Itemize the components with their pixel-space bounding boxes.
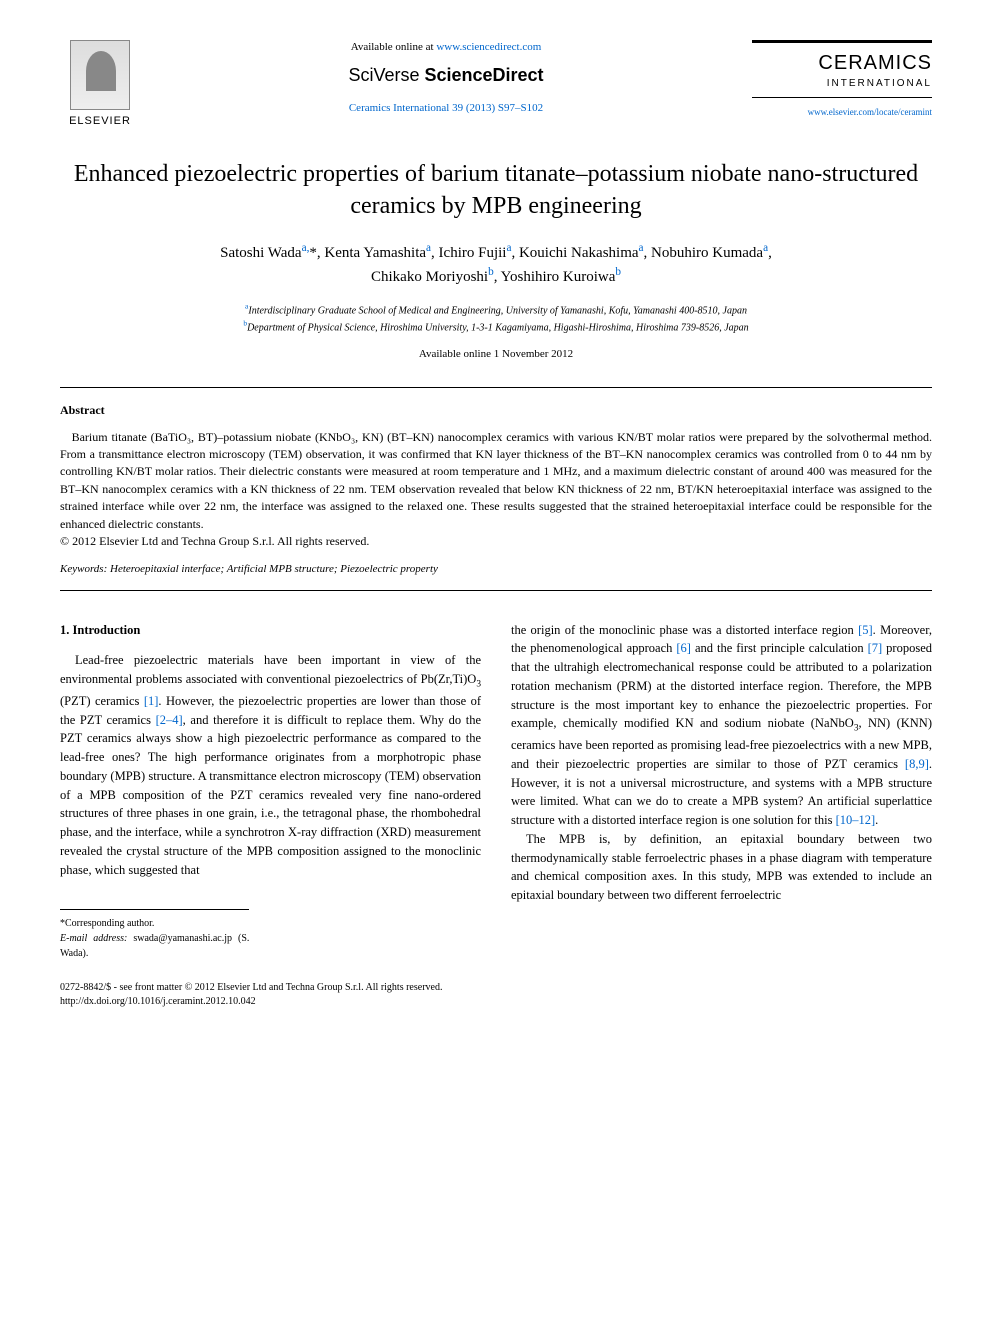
affiliation-b: Department of Physical Science, Hiroshim…: [247, 322, 749, 333]
ref-link[interactable]: [8,9]: [905, 757, 929, 771]
copyright-line: © 2012 Elsevier Ltd and Techna Group S.r…: [60, 534, 369, 548]
sciverse-brand: SciVerse ScienceDirect: [160, 63, 732, 88]
sciverse-word2: ScienceDirect: [424, 65, 543, 85]
affil-link-b[interactable]: b: [488, 269, 494, 285]
journal-ref-text: Ceramics International 39 (2013) S97–S10…: [349, 102, 543, 114]
sciverse-word1: SciVerse: [348, 65, 424, 85]
affil-link-b[interactable]: b: [615, 269, 621, 285]
journal-logo-block: CERAMICS INTERNATIONAL www.elsevier.com/…: [752, 40, 932, 119]
body-columns: 1. Introduction Lead-free piezoelectric …: [60, 621, 932, 962]
keywords-line: Keywords: Heteroepitaxial interface; Art…: [60, 562, 932, 577]
page-header: ELSEVIER Available online at www.science…: [60, 40, 932, 129]
ref-link[interactable]: [5]: [858, 623, 873, 637]
journal-name: CERAMICS: [752, 49, 932, 77]
affiliation-a: Interdisciplinary Graduate School of Med…: [248, 305, 747, 316]
affil-link-a[interactable]: a: [639, 245, 644, 261]
author-list: Satoshi Wadaa,*, Kenta Yamashitaa, Ichir…: [60, 240, 932, 289]
footnotes: *Corresponding author. E-mail address: s…: [60, 909, 249, 961]
available-prefix: Available online at: [351, 41, 437, 53]
journal-url-text: www.elsevier.com/locate/ceramint: [808, 107, 932, 117]
ref-link[interactable]: [10–12]: [836, 813, 876, 827]
journal-logo-box: CERAMICS INTERNATIONAL: [752, 40, 932, 98]
elsevier-logo: ELSEVIER: [60, 40, 140, 129]
header-center: Available online at www.sciencedirect.co…: [140, 40, 752, 116]
intro-paragraph-right-1: the origin of the monoclinic phase was a…: [511, 621, 932, 830]
ref-link[interactable]: [6]: [676, 641, 691, 655]
footer-copyright: 0272-8842/$ - see front matter © 2012 El…: [60, 981, 932, 995]
ref-link[interactable]: [2–4]: [156, 713, 183, 727]
section-1-heading: 1. Introduction: [60, 621, 481, 640]
email-label: E-mail address:: [60, 933, 127, 944]
intro-paragraph-right-2: The MPB is, by definition, an epitaxial …: [511, 830, 932, 905]
affiliations: aInterdisciplinary Graduate School of Me…: [60, 301, 932, 336]
elsevier-tree-icon: [70, 40, 130, 110]
keywords-label: Keywords:: [60, 563, 107, 575]
email-line: E-mail address: swada@yamanashi.ac.jp (S…: [60, 931, 249, 961]
elsevier-label: ELSEVIER: [60, 114, 140, 129]
footer-meta: 0272-8842/$ - see front matter © 2012 El…: [60, 981, 932, 1009]
journal-subname: INTERNATIONAL: [752, 77, 932, 91]
affil-link-a[interactable]: a: [763, 245, 768, 261]
divider: [60, 387, 932, 388]
ref-link[interactable]: [1]: [144, 694, 159, 708]
journal-url[interactable]: www.elsevier.com/locate/ceramint: [752, 106, 932, 119]
sciencedirect-link[interactable]: www.sciencedirect.com: [436, 41, 541, 53]
publication-date: Available online 1 November 2012: [60, 347, 932, 362]
keywords-text: Heteroepitaxial interface; Artificial MP…: [107, 563, 438, 575]
left-column: 1. Introduction Lead-free piezoelectric …: [60, 621, 481, 962]
right-column: the origin of the monoclinic phase was a…: [511, 621, 932, 962]
abstract-body: Barium titanate (BaTiO₃, BT)–potassium n…: [60, 429, 932, 551]
divider: [60, 590, 932, 591]
journal-reference[interactable]: Ceramics International 39 (2013) S97–S10…: [160, 101, 732, 116]
abstract-text: Barium titanate (BaTiO₃, BT)–potassium n…: [60, 430, 932, 531]
footer-doi[interactable]: http://dx.doi.org/10.1016/j.ceramint.201…: [60, 995, 932, 1009]
affil-link-a[interactable]: a,: [302, 245, 310, 261]
affil-link-a[interactable]: a: [426, 245, 431, 261]
article-title: Enhanced piezoelectric properties of bar…: [60, 159, 932, 221]
ref-link[interactable]: [7]: [868, 641, 883, 655]
intro-paragraph-left: Lead-free piezoelectric materials have b…: [60, 651, 481, 879]
corresponding-author-note: *Corresponding author.: [60, 916, 249, 931]
abstract-heading: Abstract: [60, 402, 932, 419]
affil-link-a[interactable]: a: [506, 245, 511, 261]
available-online-text: Available online at www.sciencedirect.co…: [160, 40, 732, 55]
